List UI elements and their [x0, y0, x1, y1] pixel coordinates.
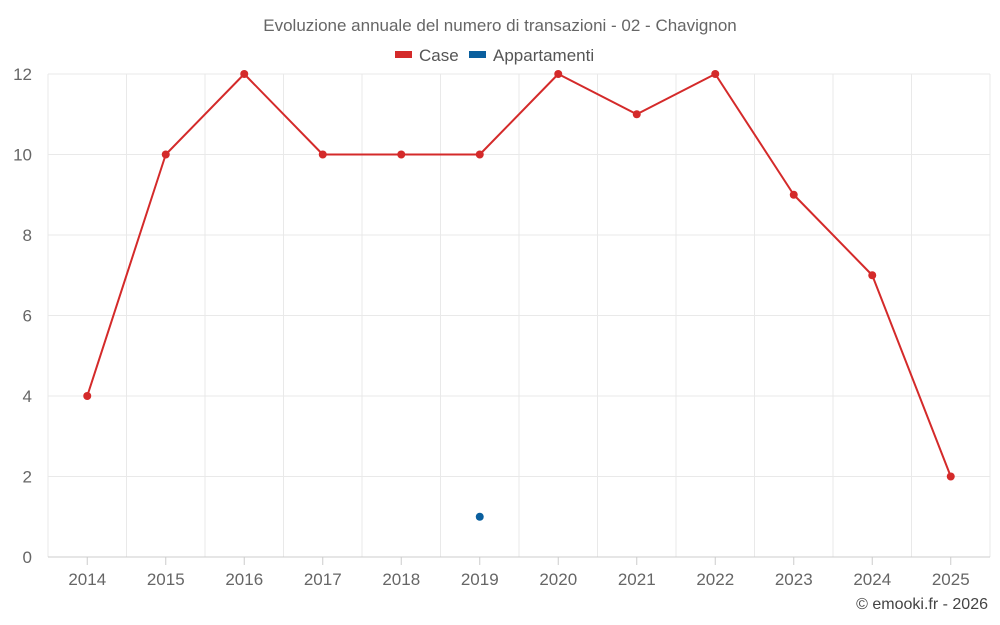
data-point-case-2021[interactable]: [632, 110, 641, 119]
data-point-case-2022[interactable]: [711, 70, 720, 78]
data-point-appartamenti-2019[interactable]: [475, 512, 484, 521]
x-tick-label: 2023: [775, 570, 813, 589]
data-point-case-2024[interactable]: [868, 271, 877, 280]
legend: Case Appartamenti: [395, 46, 594, 65]
x-axis: 2014 2015 2016 2017 2018 2019 2020 2021 2022 2023…: [48, 556, 990, 589]
data-point-case-2015[interactable]: [161, 150, 170, 159]
y-axis: 0 2 4 6 8 10 12: [13, 65, 32, 567]
y-tick-label: 10: [13, 146, 32, 165]
x-tick-label: 2015: [147, 570, 185, 589]
y-tick-label: 12: [13, 65, 32, 84]
chart-title: Evoluzione annuale del numero di transaz…: [263, 16, 736, 35]
series-layer: [83, 70, 955, 521]
x-tick-label: 2021: [618, 570, 656, 589]
x-tick-label: 2025: [932, 570, 970, 589]
credit: © emooki.fr - 2026: [856, 596, 988, 613]
data-point-case-2020[interactable]: [554, 70, 563, 78]
legend-label-appartamenti[interactable]: Appartamenti: [493, 46, 594, 65]
y-tick-label: 4: [23, 387, 32, 406]
x-tick-label: 2020: [539, 570, 577, 589]
legend-swatch-case: [395, 51, 412, 58]
data-point-case-2025[interactable]: [946, 472, 955, 481]
x-tick-label: 2016: [225, 570, 263, 589]
data-point-case-2023[interactable]: [789, 190, 798, 199]
legend-label-case[interactable]: Case: [419, 46, 459, 65]
data-point-case-2014[interactable]: [83, 392, 92, 400]
x-tick-label: 2019: [461, 570, 499, 589]
y-tick-label: 2: [23, 468, 32, 487]
data-point-case-2016[interactable]: [240, 70, 249, 78]
x-tick-label: 2022: [696, 570, 734, 589]
x-tick-label: 2024: [853, 570, 891, 589]
x-tick-label: 2017: [304, 570, 342, 589]
data-point-case-2018[interactable]: [397, 150, 406, 159]
series-line-case: [86, 73, 952, 477]
y-tick-label: 6: [23, 307, 32, 326]
y-tick-label: 0: [23, 548, 32, 567]
y-tick-label: 8: [23, 226, 32, 245]
x-tick-label: 2018: [382, 570, 420, 589]
legend-swatch-appartamenti: [469, 51, 486, 58]
data-point-case-2017[interactable]: [318, 150, 327, 159]
x-tick-label: 2014: [68, 570, 106, 589]
data-point-case-2019[interactable]: [475, 150, 484, 159]
grid: [47, 73, 991, 557]
